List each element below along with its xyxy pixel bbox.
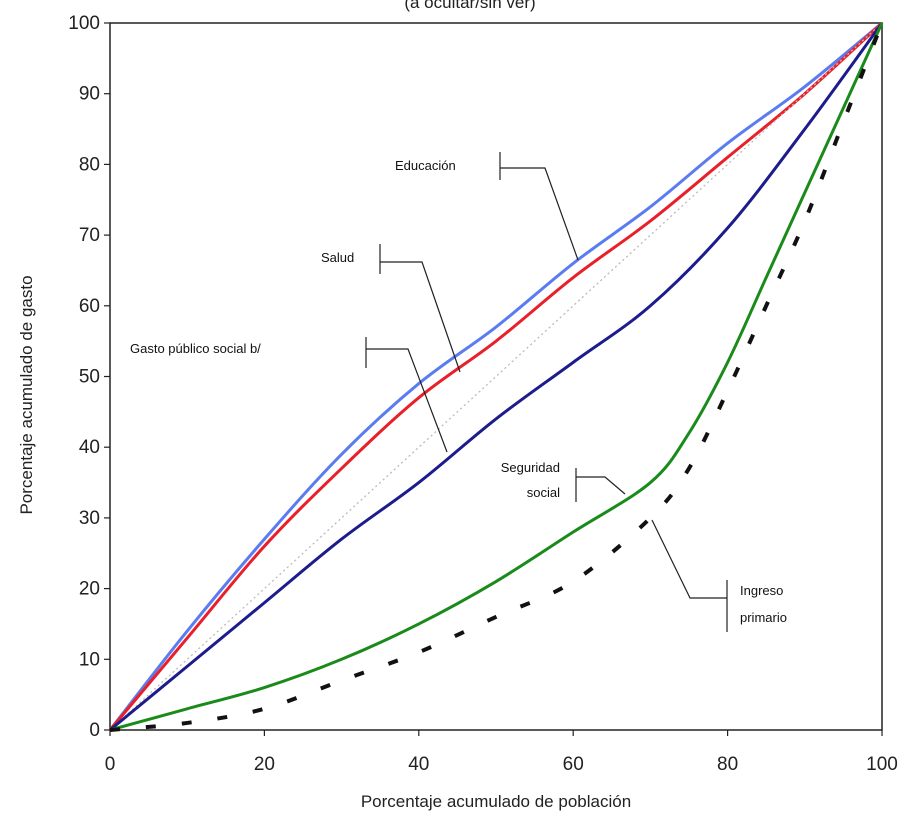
y-tick-label: 10 xyxy=(79,649,100,670)
annotation-label-salud: Salud xyxy=(321,250,354,265)
x-axis-title: Porcentaje acumulado de población xyxy=(361,792,631,811)
annotation-seguridad-social: Seguridad social xyxy=(501,460,626,502)
annotation-ingreso-primario: Ingreso primario xyxy=(651,519,787,632)
y-tick-label: 50 xyxy=(79,367,100,388)
annotation-educacion: Educación xyxy=(395,152,579,261)
annotation-salud: Salud xyxy=(321,244,461,373)
annotation-leader-salud xyxy=(379,244,461,373)
x-tick-label: 20 xyxy=(254,754,275,775)
axis-ticks: 0 10 20 30 40 50 60 70 80 90 100 0 20 40 60 80 100 xyxy=(68,13,898,775)
y-axis-title: Porcentaje acumulado de gasto xyxy=(17,275,36,514)
x-tick-label: 60 xyxy=(563,754,584,775)
x-tick-label: 0 xyxy=(105,754,116,775)
y-tick-label: 40 xyxy=(79,437,100,458)
annotation-leader-seguridad xyxy=(575,468,626,502)
annotation-label-educacion: Educación xyxy=(395,158,456,173)
y-tick-label: 0 xyxy=(89,720,100,741)
y-tick-label: 60 xyxy=(79,296,100,317)
annotation-leader-gasto xyxy=(365,337,448,453)
annotation-label-ingreso-line1: Ingreso xyxy=(740,583,783,598)
series-layer xyxy=(108,21,884,732)
y-tick-label: 30 xyxy=(79,508,100,529)
annotation-leader-ingreso xyxy=(651,519,728,632)
y-tick-label: 100 xyxy=(68,13,100,34)
y-tick-label: 80 xyxy=(79,154,100,175)
annotation-leader-educacion xyxy=(499,152,579,261)
x-tick-label: 100 xyxy=(866,754,898,775)
y-tick-label: 70 xyxy=(79,225,100,246)
x-tick-label: 40 xyxy=(408,754,429,775)
y-tick-label: 20 xyxy=(79,579,100,600)
annotation-label-seguridad-line2: social xyxy=(527,485,560,500)
y-tick-label: 90 xyxy=(79,84,100,105)
annotation-label-ingreso-line2: primario xyxy=(740,610,787,625)
series-line-gasto-p-blico-social-b xyxy=(109,22,884,732)
chart-title: (a ocultar/sin ver) xyxy=(404,0,535,12)
series-line-salud xyxy=(108,21,884,731)
x-tick-label: 80 xyxy=(717,754,738,775)
annotation-label-seguridad-line1: Seguridad xyxy=(501,460,560,475)
series-line-educaci-n xyxy=(108,21,883,731)
series-line-seguridad-social xyxy=(109,22,884,732)
annotation-label-gasto: Gasto público social b/ xyxy=(130,341,261,356)
annotation-gasto: Gasto público social b/ xyxy=(130,337,448,453)
